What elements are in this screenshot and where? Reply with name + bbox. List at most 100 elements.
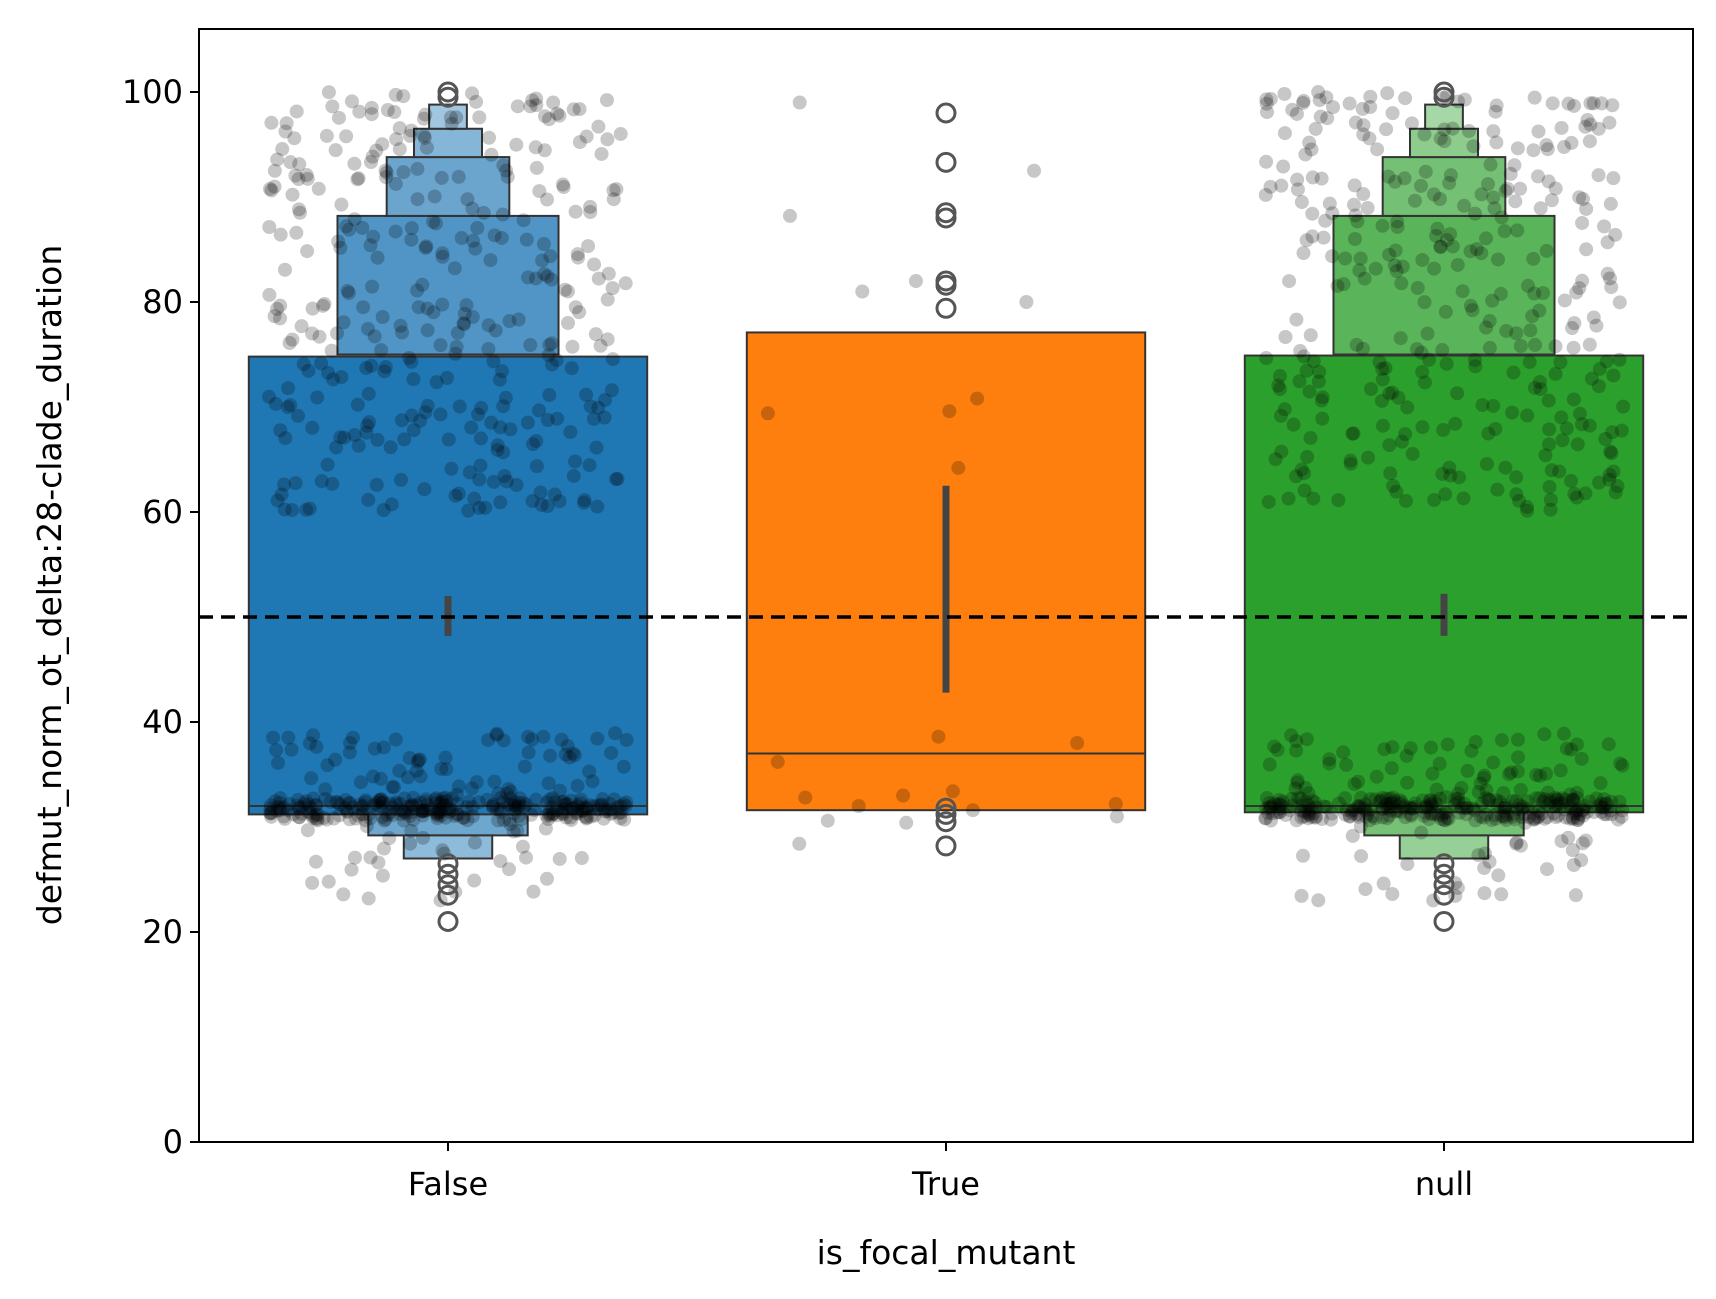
strip-point — [413, 795, 428, 810]
x-tick-label: True — [911, 1165, 980, 1203]
strip-point — [339, 129, 354, 144]
strip-point — [549, 353, 564, 368]
strip-point — [1575, 215, 1590, 230]
strip-point — [342, 796, 357, 811]
strip-point — [1437, 134, 1452, 149]
strip-point — [1272, 796, 1287, 811]
strip-point — [301, 797, 316, 812]
strip-point — [333, 430, 348, 445]
strip-point — [283, 155, 298, 170]
strip-point — [1497, 800, 1512, 815]
strip-point — [490, 442, 505, 457]
strip-point — [1293, 343, 1308, 358]
strip-point — [1259, 105, 1274, 120]
strip-point — [1414, 178, 1429, 193]
strip-point — [1559, 741, 1574, 756]
strip-point — [527, 803, 542, 818]
strip-point — [1307, 795, 1322, 810]
strip-point — [1356, 127, 1371, 142]
strip-point — [590, 798, 605, 813]
strip-point — [597, 410, 612, 425]
strip-point — [597, 393, 612, 408]
strip-point — [1385, 385, 1400, 400]
strip-point — [1574, 751, 1589, 766]
strip-point — [1403, 807, 1418, 822]
strip-point — [1426, 187, 1441, 202]
y-axis-label: defmut_norm_ot_delta:28-clade_duration — [30, 245, 69, 925]
strip-point — [347, 850, 362, 865]
strip-point — [1569, 785, 1584, 800]
strip-point — [396, 813, 411, 828]
strip-point — [299, 502, 314, 517]
strip-point — [1312, 364, 1327, 379]
strip-point — [1430, 221, 1445, 236]
strip-point — [340, 804, 355, 819]
strip-point — [351, 171, 366, 186]
strip-point — [1431, 808, 1446, 823]
strip-point — [1108, 796, 1123, 811]
strip-point — [419, 803, 434, 818]
strip-point — [481, 733, 496, 748]
strip-point — [1537, 792, 1552, 807]
strip-point — [1331, 493, 1346, 508]
strip-point — [608, 472, 623, 487]
strip-point — [1477, 861, 1492, 876]
strip-point — [1505, 405, 1520, 420]
strip-point — [1297, 803, 1312, 818]
strip-point — [487, 774, 502, 789]
strip-point — [419, 792, 434, 807]
strip-point — [480, 792, 495, 807]
strip-point — [599, 93, 614, 108]
strip-point — [1498, 798, 1513, 813]
strip-point — [415, 804, 430, 819]
strip-point — [1296, 93, 1311, 108]
strip-point — [1440, 811, 1455, 826]
strip-point — [1429, 782, 1444, 797]
strip-point — [1394, 795, 1409, 810]
strip-point — [296, 357, 311, 372]
strip-point — [1582, 794, 1597, 809]
strip-point — [1557, 802, 1572, 817]
strip-point — [401, 799, 416, 814]
strip-point — [279, 116, 294, 131]
strip-point — [555, 806, 570, 821]
strip-point — [435, 249, 450, 264]
strip-point — [579, 801, 594, 816]
strip-point — [1298, 147, 1313, 162]
strip-point — [1513, 838, 1528, 853]
strip-point — [1532, 791, 1547, 806]
strip-point — [1567, 98, 1582, 113]
strip-point — [344, 862, 359, 877]
strip-point — [583, 199, 598, 214]
strip-point — [1517, 807, 1532, 822]
strip-point — [1539, 766, 1554, 781]
strip-point — [591, 119, 606, 134]
strip-point — [467, 491, 482, 506]
strip-point — [602, 796, 617, 811]
strip-point — [417, 130, 432, 145]
strip-point — [1589, 791, 1604, 806]
strip-point — [1299, 732, 1314, 747]
strip-point — [560, 738, 575, 753]
strip-point — [403, 128, 418, 143]
strip-point — [270, 799, 285, 814]
annotations-True — [935, 102, 957, 857]
strip-point — [1447, 797, 1462, 812]
y-axis-ticks: 0 20 40 60 80 100 — [122, 73, 199, 1161]
strip-point — [1363, 802, 1378, 817]
strip-point — [1299, 233, 1314, 248]
strip-point — [380, 103, 395, 118]
strip-point — [376, 795, 391, 810]
strip-point — [1351, 809, 1366, 824]
strip-point — [1563, 787, 1578, 802]
strip-point — [1479, 231, 1494, 246]
strip-point — [618, 799, 633, 814]
strip-point — [318, 791, 333, 806]
strip-point — [320, 758, 335, 773]
strip-point — [1305, 793, 1320, 808]
strip-point — [331, 110, 346, 125]
strip-point — [1506, 809, 1521, 824]
strip-point — [577, 495, 592, 510]
strip-point — [1272, 369, 1287, 384]
strip-point — [423, 802, 438, 817]
